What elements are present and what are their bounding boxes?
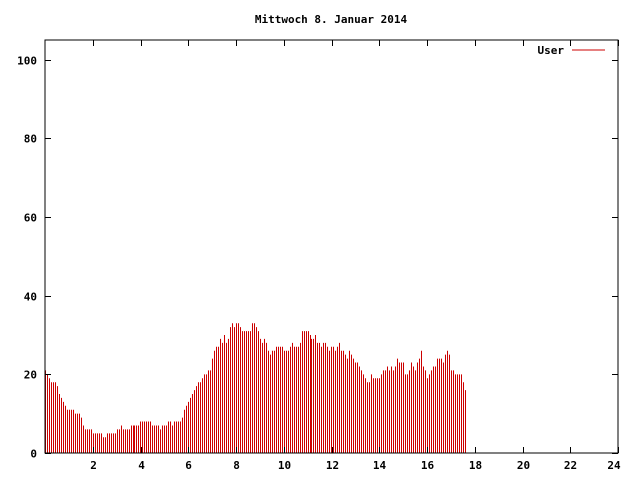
y-tick-label: 20: [24, 369, 37, 382]
x-axis: 2 4 6 8 10 12 14 16 18 20 22 24: [90, 40, 621, 472]
chart-title: Mittwoch 8. Januar 2014: [255, 13, 408, 26]
x-tick-label: 8: [233, 459, 240, 472]
y-tick-label: 40: [24, 291, 37, 304]
y-tick-label: 100: [17, 55, 37, 68]
x-tick-label: 18: [469, 459, 482, 472]
y-tick-label: 60: [24, 212, 37, 225]
x-tick-label: 6: [185, 459, 192, 472]
y-axis: 0 20 40 60 80 100: [17, 55, 618, 461]
plot-frame: [44, 39, 619, 454]
x-tick-label: 22: [564, 459, 577, 472]
x-tick-label: 24: [607, 459, 621, 472]
x-tick-label: 20: [517, 459, 530, 472]
y-tick-label: 0: [30, 448, 37, 461]
x-tick-label: 12: [326, 459, 339, 472]
bars: [45, 323, 466, 453]
x-tick-label: 10: [278, 459, 291, 472]
y-tick-label: 80: [24, 133, 37, 146]
legend: User: [538, 44, 605, 57]
x-tick-label: 16: [421, 459, 435, 472]
x-tick-label: 2: [90, 459, 97, 472]
x-tick-label: 14: [373, 459, 387, 472]
legend-label-user: User: [538, 44, 565, 57]
x-tick-label: 4: [138, 459, 145, 472]
